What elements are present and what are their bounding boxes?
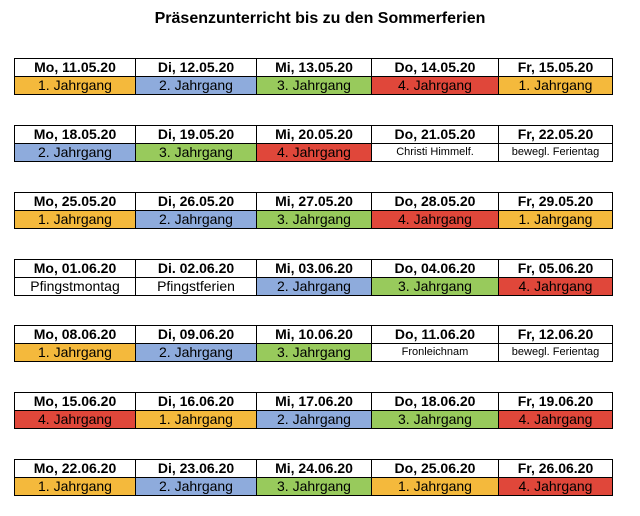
date-cell: Mi, 17.06.20	[256, 392, 372, 411]
date-cell: Do, 11.06.20	[371, 325, 499, 344]
week-table: Mo, 25.05.20 Di, 26.05.20 Mi, 27.05.20 Do, …	[14, 192, 613, 229]
date-cell: Mo, 22.06.20	[14, 459, 136, 478]
date-cell: Mo, 18.05.20	[14, 125, 136, 144]
assignment-cell: 4. Jahrgang	[498, 277, 613, 296]
date-cell: Mi, 24.06.20	[256, 459, 372, 478]
date-cell: Mi, 27.05.20	[256, 192, 372, 211]
assignment-row: 1. Jahrgang 2. Jahrgang 3. Jahrgang Fronlei…	[14, 343, 613, 362]
assignment-row: 2. Jahrgang 3. Jahrgang 4. Jahrgang Christi…	[14, 143, 613, 162]
date-cell: Do, 28.05.20	[371, 192, 499, 211]
date-cell: Do, 18.06.20	[371, 392, 499, 411]
date-cell: Mo, 15.06.20	[14, 392, 136, 411]
assignment-cell: 3. Jahrgang	[256, 477, 372, 496]
assignment-row: 1. Jahrgang 2. Jahrgang 3. Jahrgang 4. Jahr…	[14, 76, 613, 95]
assignment-cell: 1. Jahrgang	[135, 410, 257, 429]
assignment-cell: 4. Jahrgang	[498, 410, 613, 429]
date-row: Mo, 11.05.20 Di, 12.05.20 Mi, 13.05.20 Do, …	[14, 58, 613, 77]
date-cell: Fr, 26.06.20	[498, 459, 613, 478]
date-cell: Fr, 12.06.20	[498, 325, 613, 344]
date-cell: Di, 26.05.20	[135, 192, 257, 211]
week-table: Mo, 01.06.20 Di. 02.06.20 Mi, 03.06.20 Do, …	[14, 259, 613, 296]
date-cell: Fr, 29.05.20	[498, 192, 613, 211]
week-table: Mo, 22.06.20 Di, 23.06.20 Mi, 24.06.20 Do, …	[14, 459, 613, 496]
assignment-cell: 1. Jahrgang	[498, 210, 613, 229]
date-cell: Di, 16.06.20	[135, 392, 257, 411]
assignment-cell: bewegl. Ferientag	[498, 143, 613, 162]
date-cell: Mi, 20.05.20	[256, 125, 372, 144]
date-cell: Mo, 08.06.20	[14, 325, 136, 344]
date-cell: Di, 12.05.20	[135, 58, 257, 77]
assignment-cell: 3. Jahrgang	[135, 143, 257, 162]
assignment-cell: 2. Jahrgang	[135, 210, 257, 229]
assignment-cell: 3. Jahrgang	[256, 210, 372, 229]
date-cell: Do, 21.05.20	[371, 125, 499, 144]
date-cell: Fr, 19.06.20	[498, 392, 613, 411]
date-cell: Mo, 01.06.20	[14, 259, 136, 278]
assignment-cell: Christi Himmelf.	[371, 143, 499, 162]
assignment-row: 1. Jahrgang 2. Jahrgang 3. Jahrgang 4. Jahr…	[14, 210, 613, 229]
assignment-row: Pfingstmontag Pfingstferien 2. Jahrgang 3. …	[14, 277, 613, 296]
date-row: Mo, 15.06.20 Di, 16.06.20 Mi, 17.06.20 Do, …	[14, 392, 613, 411]
date-cell: Fr, 22.05.20	[498, 125, 613, 144]
date-cell: Fr, 15.05.20	[498, 58, 613, 77]
assignment-cell: Fronleichnam	[371, 343, 499, 362]
date-cell: Mo, 25.05.20	[14, 192, 136, 211]
assignment-cell: Pfingstferien	[135, 277, 257, 296]
assignment-cell: 1. Jahrgang	[14, 76, 136, 95]
assignment-cell: 2. Jahrgang	[14, 143, 136, 162]
assignment-cell: 4. Jahrgang	[498, 477, 613, 496]
date-cell: Mi, 10.06.20	[256, 325, 372, 344]
date-row: Mo, 08.06.20 Di, 09.06.20 Mi, 10.06.20 Do, …	[14, 325, 613, 344]
assignment-cell: 1. Jahrgang	[14, 343, 136, 362]
date-cell: Fr, 05.06.20	[498, 259, 613, 278]
assignment-cell: 1. Jahrgang	[498, 76, 613, 95]
assignment-cell: 2. Jahrgang	[135, 76, 257, 95]
date-cell: Di, 09.06.20	[135, 325, 257, 344]
assignment-cell: 3. Jahrgang	[371, 277, 499, 296]
date-cell: Do, 25.06.20	[371, 459, 499, 478]
date-cell: Di, 19.05.20	[135, 125, 257, 144]
assignment-cell: 1. Jahrgang	[14, 477, 136, 496]
assignment-cell: 2. Jahrgang	[256, 277, 372, 296]
assignment-row: 4. Jahrgang 1. Jahrgang 2. Jahrgang 3. Jahr…	[14, 410, 613, 429]
assignment-cell: 4. Jahrgang	[371, 210, 499, 229]
date-cell: Di, 23.06.20	[135, 459, 257, 478]
date-cell: Mi, 13.05.20	[256, 58, 372, 77]
date-cell: Do, 04.06.20	[371, 259, 499, 278]
assignment-cell: 2. Jahrgang	[256, 410, 372, 429]
date-cell: Di. 02.06.20	[135, 259, 257, 278]
assignment-cell: 3. Jahrgang	[256, 343, 372, 362]
assignment-cell: 4. Jahrgang	[371, 76, 499, 95]
assignment-cell: 3. Jahrgang	[371, 410, 499, 429]
assignment-cell: 4. Jahrgang	[256, 143, 372, 162]
date-row: Mo, 18.05.20 Di, 19.05.20 Mi, 20.05.20 Do, …	[14, 125, 613, 144]
week-table: Mo, 11.05.20 Di, 12.05.20 Mi, 13.05.20 Do, …	[14, 58, 613, 95]
date-cell: Mi, 03.06.20	[256, 259, 372, 278]
date-row: Mo, 22.06.20 Di, 23.06.20 Mi, 24.06.20 Do, …	[14, 459, 613, 478]
date-row: Mo, 25.05.20 Di, 26.05.20 Mi, 27.05.20 Do, …	[14, 192, 613, 211]
assignment-cell: 2. Jahrgang	[135, 343, 257, 362]
date-cell: Mo, 11.05.20	[14, 58, 136, 77]
assignment-cell: Pfingstmontag	[14, 277, 136, 296]
week-table: Mo, 15.06.20 Di, 16.06.20 Mi, 17.06.20 Do, …	[14, 392, 613, 429]
assignment-row: 1. Jahrgang 2. Jahrgang 3. Jahrgang 1. Jahr…	[14, 477, 613, 496]
assignment-cell: bewegl. Ferientag	[498, 343, 613, 362]
assignment-cell: 2. Jahrgang	[135, 477, 257, 496]
assignment-cell: 3. Jahrgang	[256, 76, 372, 95]
date-row: Mo, 01.06.20 Di. 02.06.20 Mi, 03.06.20 Do, …	[14, 259, 613, 278]
week-table: Mo, 18.05.20 Di, 19.05.20 Mi, 20.05.20 Do, …	[14, 125, 613, 162]
date-cell: Do, 14.05.20	[371, 58, 499, 77]
page-title: Präsenzunterricht bis zu den Sommerferie…	[154, 10, 486, 27]
assignment-cell: 1. Jahrgang	[371, 477, 499, 496]
week-table: Mo, 08.06.20 Di, 09.06.20 Mi, 10.06.20 Do, …	[14, 325, 613, 362]
assignment-cell: 4. Jahrgang	[14, 410, 136, 429]
assignment-cell: 1. Jahrgang	[14, 210, 136, 229]
